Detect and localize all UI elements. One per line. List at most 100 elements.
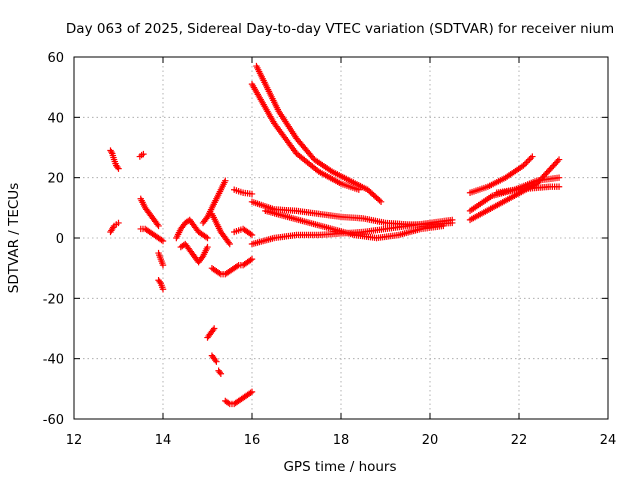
data-point	[248, 255, 256, 263]
data-point	[159, 261, 167, 269]
data-point	[156, 278, 163, 285]
series-arc-20	[248, 80, 362, 193]
data-point	[548, 163, 556, 171]
data-point	[226, 240, 233, 248]
data-point	[544, 168, 552, 175]
data-point	[233, 262, 241, 270]
y-tick-label: -20	[43, 292, 64, 307]
data-point	[115, 165, 122, 172]
x-tick-label: 16	[244, 433, 261, 448]
data-point	[547, 165, 554, 172]
series-arc-4	[137, 195, 162, 230]
data-point	[554, 157, 561, 165]
data-point	[154, 221, 161, 228]
data-point	[203, 215, 210, 222]
data-point	[217, 370, 225, 377]
data-point	[524, 157, 532, 165]
series-arc-23	[262, 207, 447, 242]
data-point	[247, 230, 254, 238]
series-arc-7	[155, 277, 167, 293]
data-point	[198, 254, 206, 261]
data-point	[551, 160, 559, 168]
data-point	[212, 356, 219, 364]
chart-title: Day 063 of 2025, Sidereal Day-to-day VTE…	[66, 21, 614, 37]
y-tick-label: -40	[43, 353, 64, 368]
series-arc-24	[466, 153, 536, 196]
data-point	[222, 177, 229, 184]
data-point	[247, 389, 254, 397]
data-point	[546, 166, 553, 174]
data-points	[107, 62, 563, 408]
data-point	[140, 150, 147, 158]
series-arc-1	[107, 147, 122, 172]
y-axis-label: SDTVAR / TECUs	[6, 183, 22, 293]
data-point	[159, 237, 167, 245]
y-tick-label: 40	[47, 111, 64, 126]
series-arc-6	[155, 249, 167, 269]
data-point	[377, 198, 385, 205]
data-point	[248, 190, 256, 198]
data-point	[523, 159, 530, 166]
data-point	[155, 222, 162, 230]
y-tick-label: 20	[47, 172, 64, 187]
data-point	[225, 239, 232, 246]
data-point	[521, 160, 529, 168]
data-point	[550, 162, 557, 169]
series-arc-11	[208, 210, 233, 248]
data-point	[213, 358, 220, 365]
data-point	[520, 162, 527, 169]
series-arc-18	[222, 388, 256, 408]
series-arc-19	[253, 62, 385, 205]
x-tick-label: 12	[66, 433, 83, 448]
data-point	[555, 156, 563, 163]
data-point	[158, 236, 165, 244]
series-arc-8	[173, 216, 211, 242]
data-point	[225, 399, 232, 407]
data-point	[555, 183, 563, 190]
x-tick-label: 24	[600, 433, 617, 448]
series-arc-9	[177, 240, 211, 266]
data-point	[248, 388, 256, 396]
series-arc-27	[493, 183, 563, 196]
data-point	[115, 219, 122, 227]
data-point	[204, 243, 211, 251]
data-point	[204, 234, 211, 242]
series-arc-16	[208, 352, 220, 365]
series-arc-17	[215, 367, 225, 377]
data-point	[114, 163, 121, 171]
data-point	[529, 153, 536, 160]
axis-ticks: 12 14 16 18 20 22 24 -60 -40 -20 0 20 40 60	[43, 51, 617, 448]
data-point	[209, 326, 217, 334]
data-point	[355, 186, 362, 193]
data-point	[376, 197, 383, 204]
y-tick-label: 0	[56, 232, 64, 247]
series-arc-15	[204, 325, 218, 341]
data-point	[449, 216, 456, 224]
data-point	[247, 256, 254, 264]
x-tick-label: 14	[155, 433, 172, 448]
data-point	[540, 172, 547, 180]
data-point	[109, 224, 117, 231]
data-point	[216, 269, 223, 277]
series-arc-14	[231, 225, 256, 239]
x-tick-label: 20	[422, 433, 439, 448]
series-arc-12	[208, 255, 256, 278]
data-point	[210, 325, 218, 332]
data-point	[248, 231, 256, 239]
data-point	[526, 156, 533, 163]
series-arc-13	[231, 186, 256, 198]
data-point	[555, 174, 563, 181]
y-tick-label: 60	[47, 51, 64, 66]
series-arc-5	[137, 225, 167, 245]
data-point	[216, 369, 223, 376]
series-arc-3	[136, 150, 147, 160]
x-tick-label: 22	[511, 433, 528, 448]
data-point	[202, 233, 210, 241]
series-arc-2	[107, 219, 122, 236]
data-point	[108, 148, 115, 156]
x-axis-label: GPS time / hours	[283, 459, 396, 475]
data-point	[440, 222, 447, 230]
y-tick-label: -60	[43, 413, 64, 428]
data-point	[543, 169, 550, 177]
